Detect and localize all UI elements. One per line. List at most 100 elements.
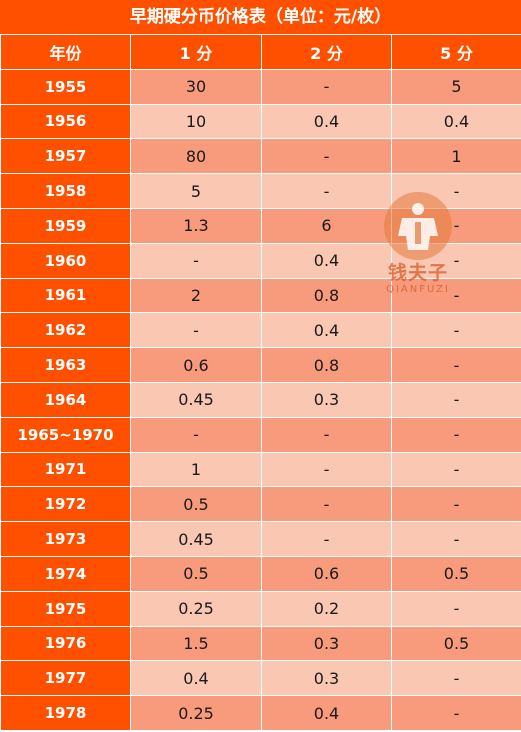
table-row: 1976 1.5 0.3 0.5 bbox=[0, 625, 521, 662]
cell-2-fen: - bbox=[261, 521, 392, 557]
cell-2-fen: 0.4 bbox=[261, 312, 392, 349]
table-row: 1964 0.45 0.3- bbox=[0, 381, 521, 418]
cell-5-fen: - bbox=[391, 521, 521, 557]
table-row: 1974 0.5 0.6 0.5 bbox=[0, 555, 521, 592]
cell-2-fen: - bbox=[261, 138, 392, 175]
cell-year: 1956 bbox=[0, 103, 131, 140]
cell-year: 1958 bbox=[0, 173, 131, 209]
header-row: 年份 1 分 2 分 5 分 bbox=[0, 34, 521, 70]
table-row: 1961 2 0.8- bbox=[0, 277, 521, 314]
cell-2-fen: 0.4 bbox=[261, 103, 392, 140]
cell-year: 1961 bbox=[0, 277, 131, 314]
cell-5-fen: - bbox=[391, 660, 521, 697]
table-body: 1955 30-5 1956 10 0.4 0.4 1957 80-1 1958 5- -1959 1… bbox=[0, 68, 521, 731]
cell-1-fen: 1.5 bbox=[130, 625, 262, 662]
cell-1-fen: 0.45 bbox=[130, 381, 262, 418]
header-year: 年份 bbox=[0, 34, 131, 70]
cell-1-fen: 0.25 bbox=[130, 590, 262, 627]
cell-5-fen: - bbox=[391, 451, 521, 488]
cell-year: 1963 bbox=[0, 347, 131, 383]
cell-1-fen: 0.45 bbox=[130, 521, 262, 557]
table-row: 1958 5- - bbox=[0, 173, 521, 209]
cell-2-fen: - bbox=[261, 173, 392, 209]
cell-5-fen: 5 bbox=[391, 68, 521, 105]
table-row: 1977 0.4 0.3- bbox=[0, 660, 521, 697]
cell-2-fen: 0.6 bbox=[261, 555, 392, 592]
cell-1-fen: 0.4 bbox=[130, 660, 262, 697]
coin-price-table: 年份 1 分 2 分 5 分 1955 30-5 1956 10 0.4 0.4 1957 8… bbox=[0, 34, 521, 731]
cell-2-fen: 0.3 bbox=[261, 381, 392, 418]
cell-year: 1973 bbox=[0, 521, 131, 557]
cell-year: 1955 bbox=[0, 68, 131, 105]
table-row: 1965~1970- - - bbox=[0, 416, 521, 453]
cell-5-fen: 1 bbox=[391, 138, 521, 175]
table-row: 1975 0.25 0.2- bbox=[0, 590, 521, 627]
cell-1-fen: 0.6 bbox=[130, 347, 262, 383]
cell-5-fen: 0.4 bbox=[391, 103, 521, 140]
cell-2-fen: 0.3 bbox=[261, 660, 392, 697]
table-row: 1956 10 0.4 0.4 bbox=[0, 103, 521, 140]
cell-1-fen: 10 bbox=[130, 103, 262, 140]
table-row: 1955 30-5 bbox=[0, 68, 521, 105]
table-row: 1972 0.5- - bbox=[0, 486, 521, 523]
cell-5-fen: - bbox=[391, 242, 521, 279]
cell-1-fen: 1.3 bbox=[130, 207, 262, 244]
table-row: 1978 0.25 0.4- bbox=[0, 695, 521, 731]
cell-5-fen: - bbox=[391, 486, 521, 523]
cell-1-fen: 0.5 bbox=[130, 555, 262, 592]
cell-year: 1975 bbox=[0, 590, 131, 627]
cell-1-fen: - bbox=[130, 242, 262, 279]
cell-5-fen: - bbox=[391, 347, 521, 383]
cell-2-fen: - bbox=[261, 68, 392, 105]
cell-5-fen: - bbox=[391, 590, 521, 627]
cell-year: 1964 bbox=[0, 381, 131, 418]
cell-1-fen: 0.5 bbox=[130, 486, 262, 523]
cell-2-fen: - bbox=[261, 451, 392, 488]
cell-2-fen: 0.8 bbox=[261, 347, 392, 383]
cell-2-fen: - bbox=[261, 416, 392, 453]
cell-1-fen: 2 bbox=[130, 277, 262, 314]
cell-5-fen: - bbox=[391, 416, 521, 453]
cell-5-fen: 0.5 bbox=[391, 555, 521, 592]
cell-2-fen: - bbox=[261, 486, 392, 523]
table-row: 1959 1.3 6- bbox=[0, 207, 521, 244]
cell-5-fen: - bbox=[391, 277, 521, 314]
cell-year: 1971 bbox=[0, 451, 131, 488]
cell-year: 1976 bbox=[0, 625, 131, 662]
cell-1-fen: 5 bbox=[130, 173, 262, 209]
cell-2-fen: 0.3 bbox=[261, 625, 392, 662]
table-row: 1962-0.4- bbox=[0, 312, 521, 349]
cell-year: 1957 bbox=[0, 138, 131, 175]
cell-1-fen: - bbox=[130, 416, 262, 453]
table-row: 1971 1- - bbox=[0, 451, 521, 488]
cell-year: 1977 bbox=[0, 660, 131, 697]
cell-2-fen: 0.2 bbox=[261, 590, 392, 627]
header-1-fen: 1 分 bbox=[130, 34, 262, 70]
table-row: 1960-0.4- bbox=[0, 242, 521, 279]
cell-1-fen: - bbox=[130, 312, 262, 349]
cell-5-fen: - bbox=[391, 173, 521, 209]
header-5-fen: 5 分 bbox=[391, 34, 521, 70]
cell-5-fen: - bbox=[391, 207, 521, 244]
cell-2-fen: 0.4 bbox=[261, 695, 392, 731]
cell-2-fen: 6 bbox=[261, 207, 392, 244]
cell-year: 1974 bbox=[0, 555, 131, 592]
cell-year: 1962 bbox=[0, 312, 131, 349]
cell-5-fen: - bbox=[391, 312, 521, 349]
cell-1-fen: 30 bbox=[130, 68, 262, 105]
table-title: 早期硬分币价格表（单位：元/枚） bbox=[0, 0, 521, 34]
cell-5-fen: 0.5 bbox=[391, 625, 521, 662]
table-row: 1973 0.45- - bbox=[0, 521, 521, 557]
cell-1-fen: 0.25 bbox=[130, 695, 262, 731]
cell-5-fen: - bbox=[391, 381, 521, 418]
table-row: 1957 80-1 bbox=[0, 138, 521, 175]
cell-year: 1972 bbox=[0, 486, 131, 523]
cell-5-fen: - bbox=[391, 695, 521, 731]
cell-2-fen: 0.4 bbox=[261, 242, 392, 279]
cell-year: 1960 bbox=[0, 242, 131, 279]
cell-1-fen: 1 bbox=[130, 451, 262, 488]
cell-1-fen: 80 bbox=[130, 138, 262, 175]
cell-2-fen: 0.8 bbox=[261, 277, 392, 314]
table-row: 1963 0.6 0.8- bbox=[0, 347, 521, 383]
cell-year: 1965~1970 bbox=[0, 416, 131, 453]
